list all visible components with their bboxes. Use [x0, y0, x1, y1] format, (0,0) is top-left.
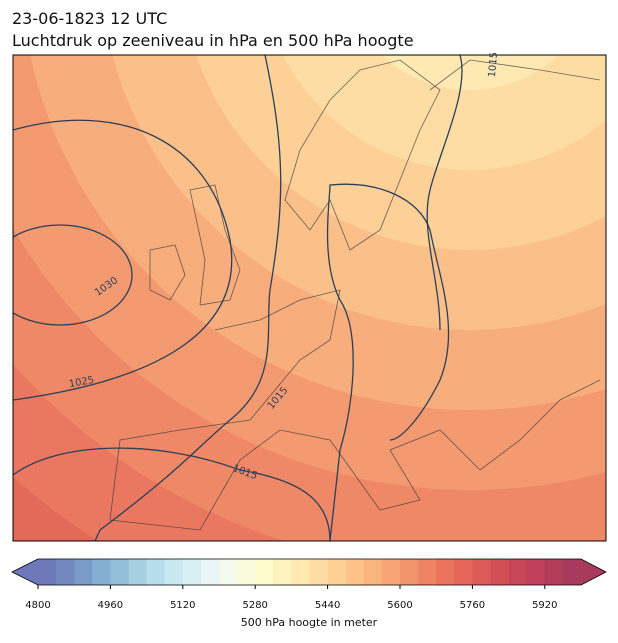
colorbar-tick-label: 5600: [387, 600, 412, 611]
colorbar-tick-label: 5920: [532, 600, 557, 611]
colorbar-segment: [273, 559, 292, 585]
colorbar-segment: [200, 559, 220, 585]
colorbar-segment: [182, 559, 202, 585]
colorbar-segment: [74, 559, 93, 585]
contour-label: 1025: [68, 375, 95, 390]
colorbar-segment: [363, 559, 383, 585]
colorbar-segment: [92, 559, 111, 585]
colorbar-segment: [562, 559, 582, 585]
colorbar-segment: [255, 559, 274, 585]
colorbar-segment: [381, 559, 401, 585]
contour-label: 1015: [487, 52, 500, 78]
colorbar-tick-label: 5120: [170, 600, 195, 611]
colorbar-segment: [128, 559, 147, 585]
colorbar-extend: [12, 559, 38, 585]
colorbar-outline: [11, 558, 607, 586]
colorbar-segment: [219, 559, 238, 585]
colorbar-tick-label: 4800: [25, 600, 50, 611]
colorbar-segment: [454, 559, 473, 585]
colorbar-segment: [38, 559, 57, 585]
colorbar-segment: [327, 559, 347, 585]
band: [282, 55, 606, 170]
colorbar-tick-label: 5760: [460, 600, 485, 611]
colorbar-label: 500 hPa hoogte in meter: [241, 616, 378, 629]
colorbar-segment: [490, 559, 509, 585]
colorbar-segment: [345, 559, 365, 585]
colorbar: 4800 4960 5120 5280 5440 5600 5760 5920: [11, 558, 607, 611]
colorbar-segment: [56, 559, 75, 585]
band: [381, 55, 559, 90]
coastlines: [109, 59, 601, 531]
colorbar-segment: [309, 559, 328, 585]
subtitle: Luchtdruk op zeeniveau in hPa en 500 hPa…: [12, 31, 414, 50]
map-frame: [12, 54, 607, 542]
colorbar-extend: [581, 559, 606, 585]
colorbar-segment: [291, 559, 310, 585]
colorbar-segment: [164, 559, 184, 585]
colorbar-segment: [146, 559, 166, 585]
colorbar-tick-label: 4960: [98, 600, 123, 611]
colorbar-segment: [436, 559, 455, 585]
title: 23-06-1823 12 UTC: [12, 9, 167, 28]
colorbar-tick-label: 5280: [242, 600, 267, 611]
colorbar-segment: [472, 559, 491, 585]
colorbar-segment: [526, 559, 546, 585]
colorbar-segment: [418, 559, 437, 585]
colorbar-segment: [544, 559, 564, 585]
colorbar-tick-label: 5440: [315, 600, 340, 611]
colorbar-segment: [237, 559, 256, 585]
colorbar-segment: [400, 559, 419, 585]
colorbar-segment: [110, 559, 129, 585]
isobars: [13, 55, 463, 541]
colorbar-segment: [508, 559, 528, 585]
